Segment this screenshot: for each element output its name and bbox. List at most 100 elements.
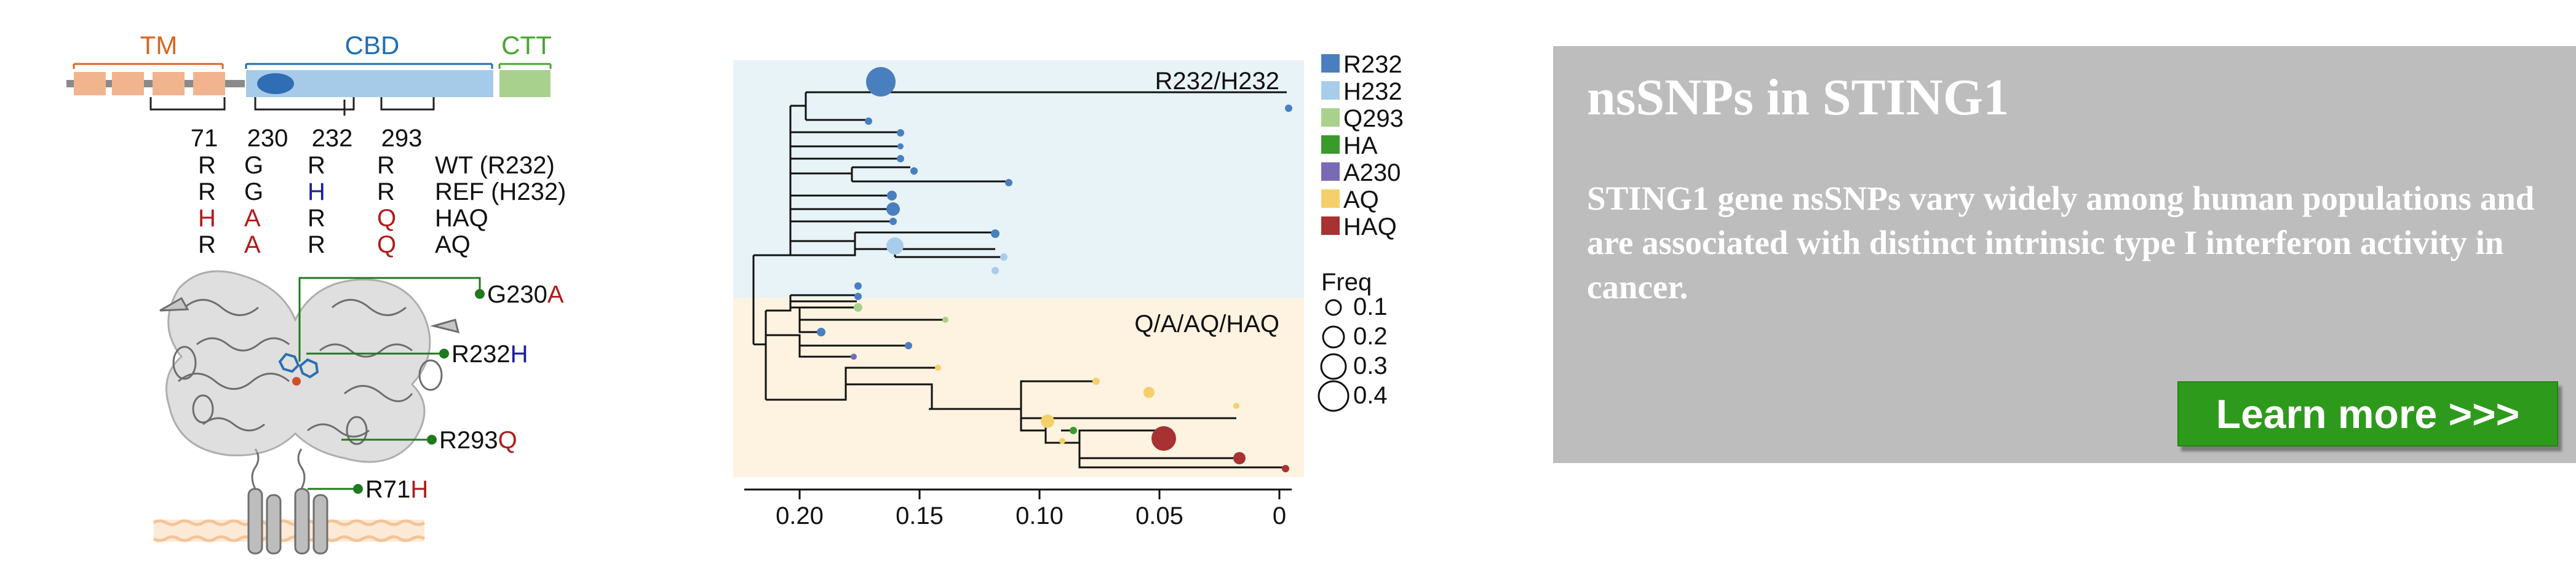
domain-label-tm: TM [140,31,178,60]
variant-row: R G R R WT (R232) [198,152,555,179]
residue-293: Q [377,205,396,232]
ribbon-dimer [159,270,460,463]
tip-marker [1059,438,1065,444]
freq-legend-circle [1318,380,1350,412]
axis-tick-label: 0.05 [1135,502,1183,529]
variant-table: R G R R WT (R232) R G H R REF (H232) H A… [198,152,566,258]
tip-marker [905,342,912,349]
cbd-bracket [245,63,493,69]
residue-293: R [377,178,395,205]
tip-marker [1041,414,1054,428]
cbd-oval [257,73,294,94]
residue-230: G [244,152,263,179]
callout-r293q: R293Q [439,427,517,454]
domain-label-cbd: CBD [345,31,400,60]
tip-marker [1005,179,1012,186]
variant-row: H A R Q HAQ [198,205,488,232]
learn-more-button[interactable]: Learn more >>> [2177,381,2558,446]
position-293: 293 [381,125,423,152]
tip-marker [897,129,904,137]
legend-item-aq: AQ [1343,186,1379,213]
tree-axis: 0.20 0.15 0.10 0.05 0 [744,488,1292,529]
protein-structure-illustration [153,270,460,555]
residue-232: R [308,231,325,258]
position-232: 232 [312,125,353,152]
residue-71: H [198,205,216,232]
residue-232: R [308,152,325,179]
tip-marker [1143,387,1155,398]
axis-tick-label: 0 [1273,502,1286,529]
residue-71: R [198,231,216,258]
tip-marker [910,167,918,175]
mutation-callouts: G230A R232H R293Q R71H [298,277,564,503]
tip-marker [897,155,904,162]
position-71: 71 [191,125,218,152]
callout-dot-r293q [427,435,437,445]
freq-legend-value: 0.2 [1353,323,1388,350]
tip-marker [1233,403,1239,409]
tip-marker [889,218,897,225]
clade-bottom-label: Q/A/AQ/HAQ [1134,311,1279,338]
legend-swatch [1321,81,1340,100]
freq-legend-value: 0.3 [1353,352,1388,379]
tip-marker [851,354,857,360]
legend-item-h232: H232 [1343,78,1402,105]
axis-tick-label: 0.20 [776,502,824,529]
freq-legend-value: 0.1 [1353,293,1388,320]
tip-marker [942,317,948,323]
variant-label: HAQ [435,205,488,232]
domain-schematic: TM CBD CTT [66,31,552,116]
variant-row: R G H R REF (H232) [198,178,566,205]
tip-marker [1233,452,1246,464]
legend-swatch [1321,135,1340,154]
ligand [278,352,319,379]
residue-230: G [244,178,263,205]
tip-marker [854,293,862,300]
tip-markers [817,67,1292,472]
tip-marker [1151,426,1176,451]
tree-branches [752,91,1287,469]
tip-marker [991,229,1000,238]
legend-swatch [1321,108,1340,127]
tip-marker [817,328,825,336]
residue-71: R [198,178,216,205]
freq-legend-value: 0.4 [1353,382,1388,409]
pos71-bracket [149,97,226,111]
residue-230: A [244,231,261,258]
tm-segment-4 [193,72,225,95]
membrane [153,519,426,542]
ctt-domain-bar [499,70,551,97]
residue-293: Q [377,231,396,258]
axis-ticks: 0.20 0.15 0.10 0.05 0 [776,490,1286,529]
legend-item-a230: A230 [1343,159,1401,186]
legend-item-r232: R232 [1343,51,1402,78]
phylogenetic-tree: R232/H232 Q/A/AQ/HAQ [733,51,1404,529]
callout-dot-g230a [475,289,485,299]
variant-label: REF (H232) [435,178,566,205]
callout-r71h: R71H [365,476,428,503]
axis-tick-label: 0.10 [1016,502,1063,529]
position-230: 230 [247,125,288,152]
tm-segment-2 [112,72,144,95]
tip-marker [935,365,941,371]
tm-segment-1 [74,72,106,95]
clade-top-label: R232/H232 [1155,68,1279,95]
tm-bracket [73,63,224,69]
residue-232: H [308,178,325,205]
tip-marker [854,282,862,290]
legend-item-q293: Q293 [1343,105,1404,132]
legend-item-haq: HAQ [1343,213,1397,240]
tip-marker [886,202,900,216]
legend-swatch [1321,162,1340,181]
ligand-atom [292,377,301,386]
promo-body: STING1 gene nsSNPs vary widely among hum… [1587,180,2535,306]
tip-marker [1285,105,1292,112]
residue-293: R [377,152,395,179]
clade-top-background [733,60,1304,298]
promo-panel: nsSNPs in STING1 STING1 gene nsSNPs vary… [1553,46,2576,463]
tip-marker [897,143,904,149]
tip-marker [1000,253,1008,261]
legend-swatch [1321,216,1340,235]
tip-marker [865,117,872,125]
